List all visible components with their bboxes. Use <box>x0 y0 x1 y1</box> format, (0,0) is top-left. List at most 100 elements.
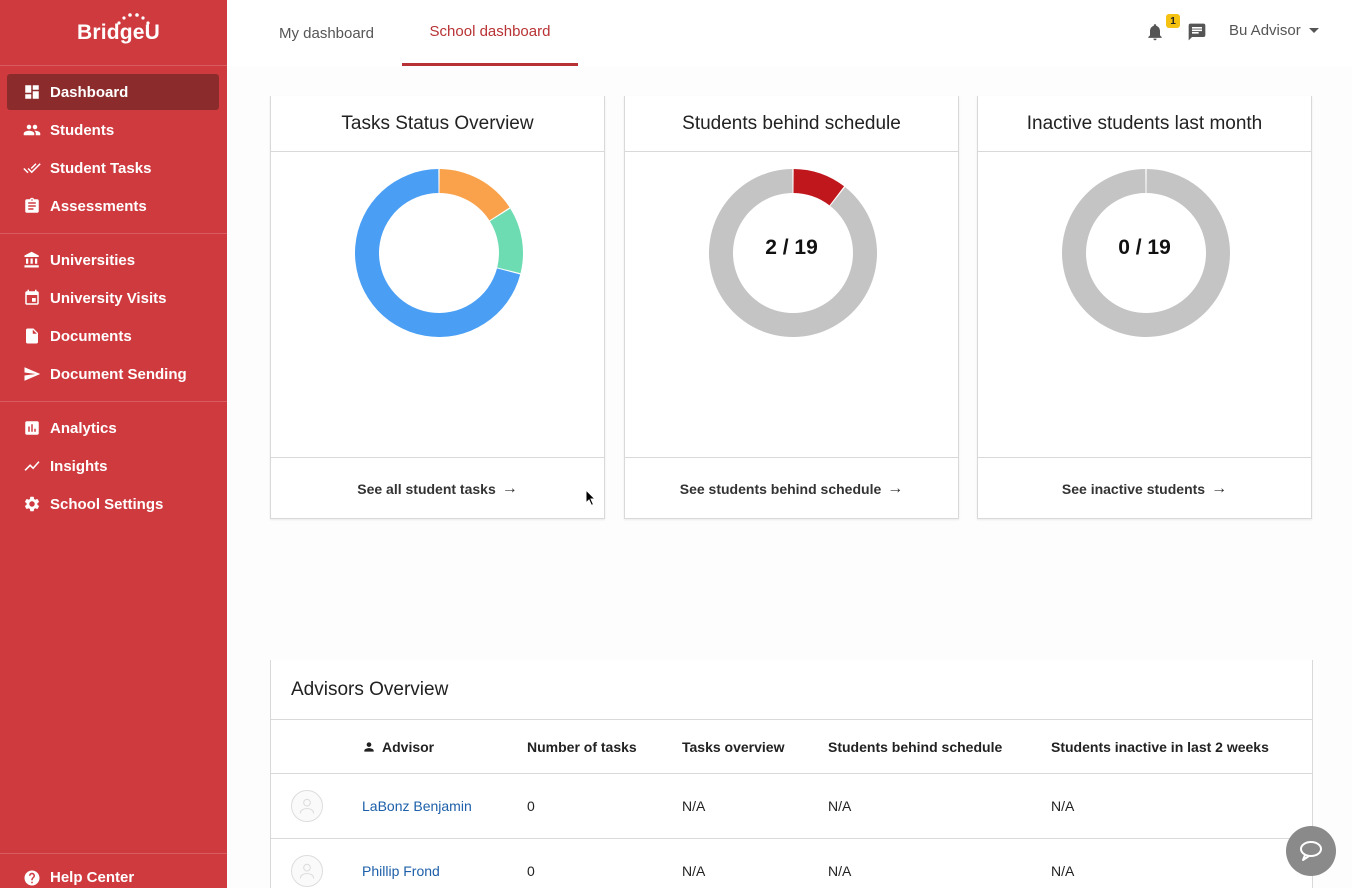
sidebar-item-document-sending[interactable]: Document Sending <box>7 356 219 392</box>
tasks-status-donut-chart <box>355 169 523 337</box>
topbar: My dashboard School dashboard 1 Bu Advis… <box>227 0 1352 66</box>
help-icon <box>23 869 41 887</box>
sidebar-item-assessments[interactable]: Assessments <box>7 188 219 224</box>
tab-school-dashboard[interactable]: School dashboard <box>402 0 578 66</box>
person-outline-icon <box>299 798 315 814</box>
column-header-students-inactive[interactable]: Students inactive in last 2 weeks <box>1051 738 1269 755</box>
column-header-tasks-overview[interactable]: Tasks overview <box>682 738 785 755</box>
trend-icon <box>23 457 41 475</box>
bridgeu-logo[interactable]: BridgeU <box>0 0 227 66</box>
donut-segment[interactable] <box>439 169 510 221</box>
sidebar-item-students[interactable]: Students <box>7 112 219 148</box>
cell-tasks-overview: N/A <box>682 798 706 814</box>
notification-badge: 1 <box>1166 14 1180 28</box>
card-link-label: See students behind schedule <box>679 480 882 497</box>
column-header-students-behind[interactable]: Students behind schedule <box>828 738 1003 755</box>
sidebar-item-documents[interactable]: Documents <box>7 318 219 354</box>
advisor-name-link[interactable]: LaBonz Benjamin <box>362 798 472 814</box>
bar-chart-icon <box>23 419 41 437</box>
help-center-label: Help Center <box>50 869 135 886</box>
sidebar-item-label: Document Sending <box>50 365 187 383</box>
donut-segment[interactable] <box>489 208 523 274</box>
students-behind-donut-chart <box>709 169 877 337</box>
cell-number-of-tasks: 0 <box>527 863 535 879</box>
sidebar-item-label: Insights <box>50 457 108 475</box>
sidebar-item-student-tasks[interactable]: Student Tasks <box>7 150 219 186</box>
nav-group-main: Dashboard Students Student Tasks Assessm… <box>0 66 227 234</box>
chat-bubbles-icon <box>1300 841 1322 861</box>
caret-down-icon <box>1308 28 1319 33</box>
clipboard-icon <box>23 197 41 215</box>
card-chart-area <box>271 152 604 457</box>
table-row: LaBonz Benjamin 0 N/A N/A N/A <box>271 774 1312 839</box>
sidebar-item-analytics[interactable]: Analytics <box>7 410 219 446</box>
sidebar-item-label: University Visits <box>50 289 167 307</box>
card-title: Students behind schedule <box>625 96 958 152</box>
sidebar-item-university-visits[interactable]: University Visits <box>7 280 219 316</box>
see-inactive-students-link[interactable]: See inactive students → <box>978 457 1311 519</box>
column-header-number-of-tasks[interactable]: Number of tasks <box>527 738 637 755</box>
sidebar-item-label: Students <box>50 121 115 139</box>
cell-students-inactive: N/A <box>1051 798 1075 814</box>
sidebar-item-insights[interactable]: Insights <box>7 448 219 484</box>
column-header-label: Advisor <box>382 738 435 755</box>
person-outline-icon <box>299 863 315 879</box>
column-header-advisor[interactable]: Advisor <box>362 720 434 773</box>
table-header: Advisor Number of tasks Tasks overview S… <box>271 720 1312 774</box>
avatar <box>291 855 323 887</box>
avatar <box>291 790 323 822</box>
sidebar-item-label: School Settings <box>50 495 164 513</box>
gear-icon <box>23 495 41 513</box>
arrow-right-icon: → <box>501 479 518 497</box>
university-icon <box>23 251 41 269</box>
bell-icon[interactable] <box>1145 22 1165 42</box>
cell-students-inactive: N/A <box>1051 863 1075 879</box>
logo-dots-icon <box>117 13 150 25</box>
user-menu[interactable]: Bu Advisor <box>1229 22 1319 39</box>
nav-group-analytics: Analytics Insights School Settings <box>0 402 227 531</box>
card-title: Tasks Status Overview <box>271 96 604 152</box>
donut-segment[interactable] <box>793 169 845 206</box>
sidebar-item-label: Documents <box>50 327 132 345</box>
cell-number-of-tasks: 0 <box>527 798 535 814</box>
table-row: Phillip Frond 0 N/A N/A N/A <box>271 839 1312 888</box>
sidebar-item-dashboard[interactable]: Dashboard <box>7 74 219 110</box>
document-icon <box>23 327 41 345</box>
mouse-pointer-icon <box>585 489 597 507</box>
arrow-right-icon: → <box>1211 479 1228 497</box>
sidebar-item-universities[interactable]: Universities <box>7 242 219 278</box>
support-chat-button[interactable] <box>1286 826 1336 876</box>
tab-my-dashboard[interactable]: My dashboard <box>278 24 375 42</box>
card-center-value: 2 / 19 <box>765 236 818 259</box>
arrow-right-icon: → <box>887 479 904 497</box>
sidebar-item-label: Analytics <box>50 419 117 437</box>
help-center-link[interactable]: Help Center <box>0 853 227 888</box>
double-check-icon <box>23 159 41 177</box>
sidebar-item-label: Student Tasks <box>50 159 152 177</box>
people-icon <box>23 121 41 139</box>
message-icon[interactable] <box>1187 22 1207 42</box>
card-title: Inactive students last month <box>978 96 1311 152</box>
dashboard-icon <box>23 83 41 101</box>
see-students-behind-link[interactable]: See students behind schedule → <box>625 457 958 519</box>
sidebar-item-label: Universities <box>50 251 136 269</box>
card-chart-area: 0 / 19 <box>978 152 1311 457</box>
cell-students-behind: N/A <box>828 863 852 879</box>
sidebar: BridgeU Dashboard Students Student Tasks… <box>0 0 227 888</box>
sidebar-item-label: Assessments <box>50 197 147 215</box>
calendar-icon <box>23 289 41 307</box>
advisor-name-link[interactable]: Phillip Frond <box>362 863 440 879</box>
card-center-value: 0 / 19 <box>1118 236 1171 259</box>
card-tasks-status: Tasks Status Overview See all student ta… <box>270 96 605 519</box>
person-icon <box>362 740 376 754</box>
advisors-overview-panel: Advisors Overview Advisor Number of task… <box>270 660 1313 888</box>
see-all-student-tasks-link[interactable]: See all student tasks → <box>271 457 604 519</box>
card-link-label: See all student tasks <box>357 480 496 497</box>
send-icon <box>23 365 41 383</box>
card-chart-area: 2 / 19 <box>625 152 958 457</box>
card-link-label: See inactive students <box>1061 480 1206 497</box>
cell-tasks-overview: N/A <box>682 863 706 879</box>
sidebar-item-school-settings[interactable]: School Settings <box>7 486 219 522</box>
card-students-behind: Students behind schedule 2 / 19 See stud… <box>624 96 959 519</box>
sidebar-item-label: Dashboard <box>50 83 129 101</box>
